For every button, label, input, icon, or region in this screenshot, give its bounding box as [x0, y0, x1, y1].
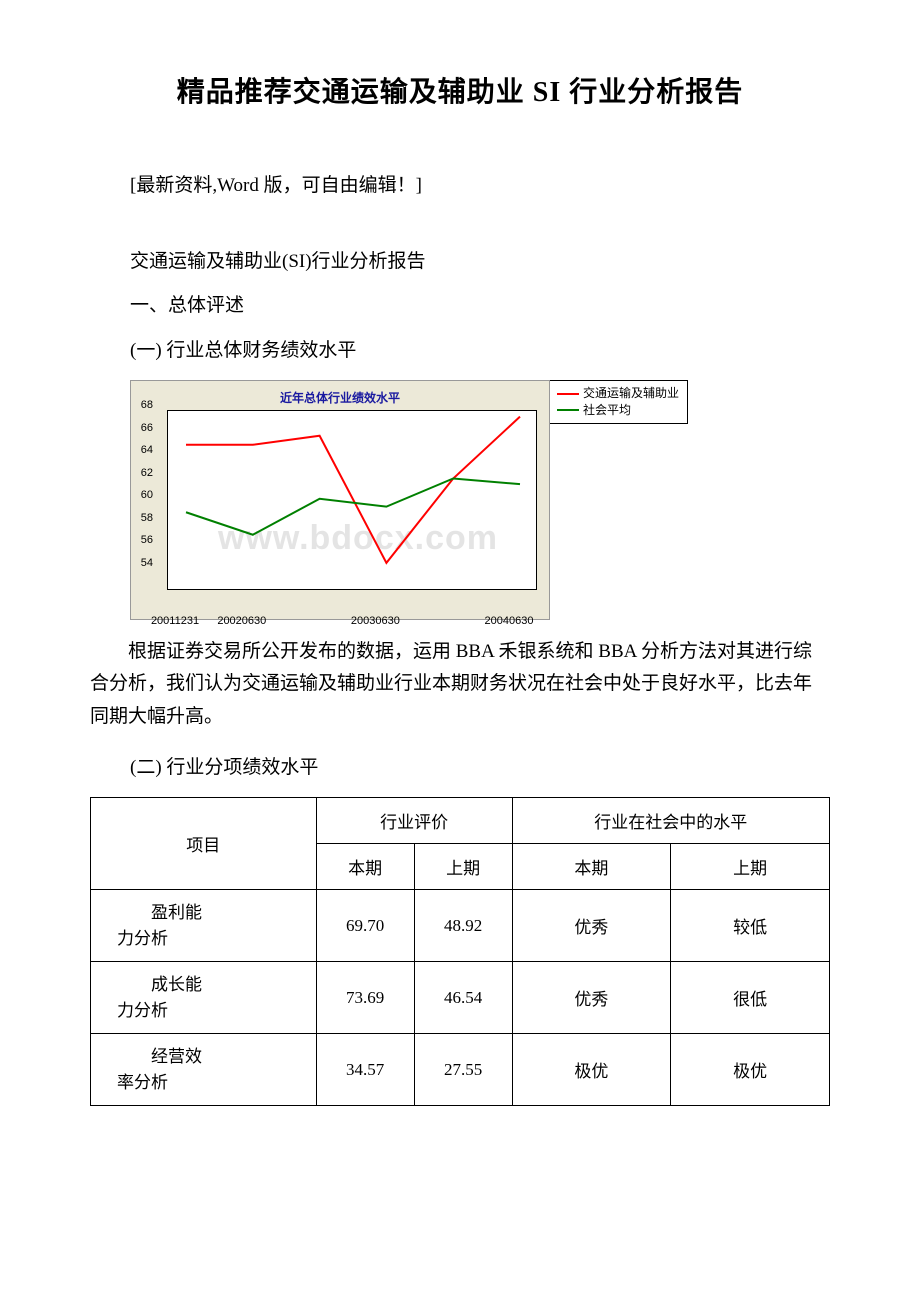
col-eval-previous: 上期 — [414, 844, 512, 890]
cell-level-previous: 较低 — [671, 890, 830, 962]
x-tick-label: 20020630 — [217, 615, 266, 627]
cell-eval-current: 73.69 — [316, 962, 414, 1034]
y-tick-label: 66 — [141, 422, 153, 434]
legend-swatch — [557, 393, 579, 395]
table-header-row-1: 项目 行业评价 行业在社会中的水平 — [91, 798, 830, 844]
row-name: 盈利能力分析 — [91, 890, 317, 962]
row-name: 经营效率分析 — [91, 1034, 317, 1106]
legend-label: 社会平均 — [583, 402, 631, 419]
table-row: 经营效率分析34.5727.55极优极优 — [91, 1034, 830, 1106]
cell-eval-current: 69.70 — [316, 890, 414, 962]
cell-level-current: 极优 — [512, 1034, 671, 1106]
legend-item: 社会平均 — [557, 402, 679, 419]
col-eval-current: 本期 — [316, 844, 414, 890]
cell-level-current: 优秀 — [512, 962, 671, 1034]
row-name: 成长能力分析 — [91, 962, 317, 1034]
col-eval: 行业评价 — [316, 798, 512, 844]
chart-series-line — [186, 479, 520, 535]
y-tick-label: 60 — [141, 489, 153, 501]
chart-series-line — [186, 417, 520, 563]
cell-level-current: 优秀 — [512, 890, 671, 962]
document-title: 精品推荐交通运输及辅助业 SI 行业分析报告 — [90, 70, 830, 110]
cell-level-previous: 很低 — [671, 962, 830, 1034]
col-item: 项目 — [91, 798, 317, 890]
cell-eval-current: 34.57 — [316, 1034, 414, 1106]
y-tick-label: 56 — [141, 534, 153, 546]
cell-eval-previous: 48.92 — [414, 890, 512, 962]
editable-note: [最新资料,Word 版，可自由编辑！] — [130, 170, 830, 197]
legend-item: 交通运输及辅助业 — [557, 385, 679, 402]
section-1-2: (二) 行业分项绩效水平 — [130, 753, 830, 783]
y-tick-label: 58 — [141, 512, 153, 524]
cell-eval-previous: 27.55 — [414, 1034, 512, 1106]
y-tick-label: 62 — [141, 467, 153, 479]
legend-swatch — [557, 409, 579, 411]
col-level-previous: 上期 — [671, 844, 830, 890]
x-tick-label: 20040630 — [485, 615, 534, 627]
chart-title: 近年总体行业绩效水平 — [141, 389, 539, 406]
chart-legend: 交通运输及辅助业社会平均 — [548, 380, 688, 424]
analysis-paragraph: 根据证券交易所公开发布的数据，运用 BBA 禾银系统和 BBA 分析方法对其进行… — [90, 636, 830, 733]
col-level-current: 本期 — [512, 844, 671, 890]
x-tick-label: 20011231 — [151, 615, 199, 627]
table-row: 盈利能力分析69.7048.92优秀较低 — [91, 890, 830, 962]
col-level: 行业在社会中的水平 — [512, 798, 829, 844]
table-row: 成长能力分析73.6946.54优秀很低 — [91, 962, 830, 1034]
chart-plot-area: www.bdocx.com — [167, 410, 537, 590]
legend-label: 交通运输及辅助业 — [583, 385, 679, 402]
performance-table: 项目 行业评价 行业在社会中的水平 本期 上期 本期 上期 盈利能力分析69.7… — [90, 797, 830, 1106]
x-tick-label: 20030630 — [351, 615, 400, 627]
cell-level-previous: 极优 — [671, 1034, 830, 1106]
section-1: 一、总体评述 — [130, 291, 830, 321]
section-1-1: (一) 行业总体财务绩效水平 — [130, 336, 830, 366]
y-tick-label: 64 — [141, 444, 153, 456]
performance-chart: 近年总体行业绩效水平 54 56 58 60 62 64 66 68 www.bdocx.co… — [130, 380, 830, 620]
cell-eval-previous: 46.54 — [414, 962, 512, 1034]
y-tick-label: 54 — [141, 557, 153, 569]
y-tick-label: 68 — [141, 399, 153, 411]
chart-lines — [168, 411, 538, 591]
report-heading: 交通运输及辅助业(SI)行业分析报告 — [130, 247, 830, 277]
chart-y-axis: 54 56 58 60 62 64 66 68 — [131, 401, 155, 586]
